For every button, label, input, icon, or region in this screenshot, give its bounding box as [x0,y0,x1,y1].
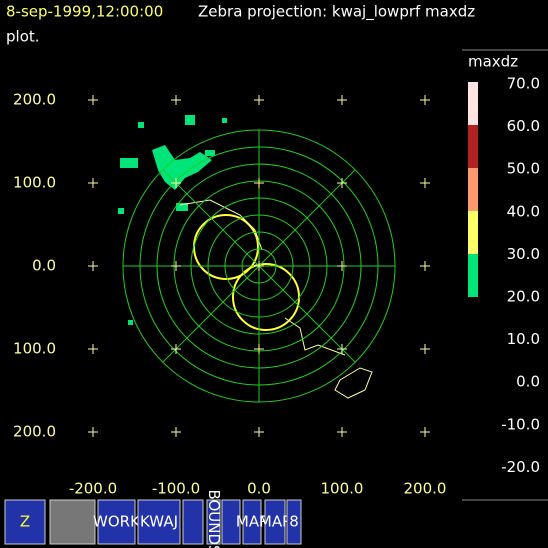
grid-plus [171,95,181,105]
button-label: WORK [93,513,141,531]
colorbar-swatch [468,82,478,125]
echoes [118,115,227,325]
button-label: Z [20,513,30,531]
radial [258,265,356,363]
colorbar-label: -10.0 [501,415,540,433]
radial [162,169,260,267]
grid-plus [171,178,181,188]
toolbar-button[interactable] [49,499,96,545]
x-label: 200.0 [404,480,447,498]
button-face [4,499,46,545]
grid-plus [254,95,264,105]
colorbar-label: 10.0 [507,330,540,348]
grid-plus [254,344,264,354]
button-face [206,499,221,545]
colorbar-label: 0.0 [516,373,540,391]
toolbar-button[interactable]: KWAJ [137,499,181,545]
colorbar-label: 60.0 [507,117,540,135]
grid-plus [337,344,347,354]
grid-plus [254,178,264,188]
range-rings [122,129,396,403]
grid-plus [337,178,347,188]
colorbar-field: maxdz [468,53,518,71]
button-face [286,499,302,545]
toolbar-button[interactable]: Z [4,499,46,545]
toolbar-button[interactable]: MAP [236,499,268,545]
x-label: -200.0 [69,480,117,498]
grid-plus [88,178,98,188]
grid-plus [420,344,430,354]
grid-plus [420,178,430,188]
colorbar-swatch [468,254,478,297]
colorbar-swatch [468,211,478,254]
grid-plus [337,427,347,437]
button-face [264,499,286,545]
y-label: 200.0 [13,91,56,109]
colorbar-swatch [468,168,478,211]
radial [258,169,356,267]
x-label: 0.0 [247,480,271,498]
button-face [137,499,181,545]
colorbar-label: -20.0 [501,458,540,476]
button-face [97,499,136,545]
button-face [242,499,262,545]
y-label: 100.0 [13,340,56,358]
grid-plus [420,427,430,437]
grid-plus [337,261,347,271]
button-label: MAP [236,513,268,531]
x-label: 100.0 [321,480,364,498]
y-label: 0.0 [32,257,56,275]
grid-plus [420,95,430,105]
time: 8-sep-1999,12:00:00 [6,3,163,21]
grid-plus [171,344,181,354]
colorbar-label: 70.0 [507,75,540,93]
button-face [49,499,96,545]
button-label: MAP [259,513,291,531]
toolbar-button[interactable]: MAP [259,499,291,545]
colorbar-swatch [468,125,478,168]
coastline [179,199,373,399]
button-face [182,499,204,545]
grid-plus [88,344,98,354]
grid-plus [88,427,98,437]
radial [162,265,260,363]
button-label: KWAJ [140,513,178,531]
grid-plus [337,95,347,105]
colorbar-label: 20.0 [507,288,540,306]
title: Zebra projection: kwaj_lowprf maxdz [198,3,475,22]
toolbar-button[interactable]: 8 [286,499,302,545]
grid-plus [420,261,430,271]
y-label: 100.0 [13,174,56,192]
toolbar-button[interactable]: WORK [93,499,141,545]
button-label: BOUNDS [205,489,223,548]
grid-plus [254,261,264,271]
toolbar-button[interactable] [221,499,241,545]
title-cont: plot. [6,28,40,46]
colorbar-label: 40.0 [507,202,540,220]
toolbar-button[interactable] [182,499,204,545]
grid-plus [88,95,98,105]
button-label: 8 [289,513,299,531]
grid-plus [171,261,181,271]
y-label: 200.0 [13,423,56,441]
colorbar-label: 50.0 [507,160,540,178]
button-face [221,499,241,545]
colorbar-label: 30.0 [507,245,540,263]
grid-plus [171,427,181,437]
x-label: -100.0 [152,480,200,498]
grid-plus [88,261,98,271]
toolbar-button[interactable]: BOUNDS [205,489,223,548]
grid-plus [254,427,264,437]
